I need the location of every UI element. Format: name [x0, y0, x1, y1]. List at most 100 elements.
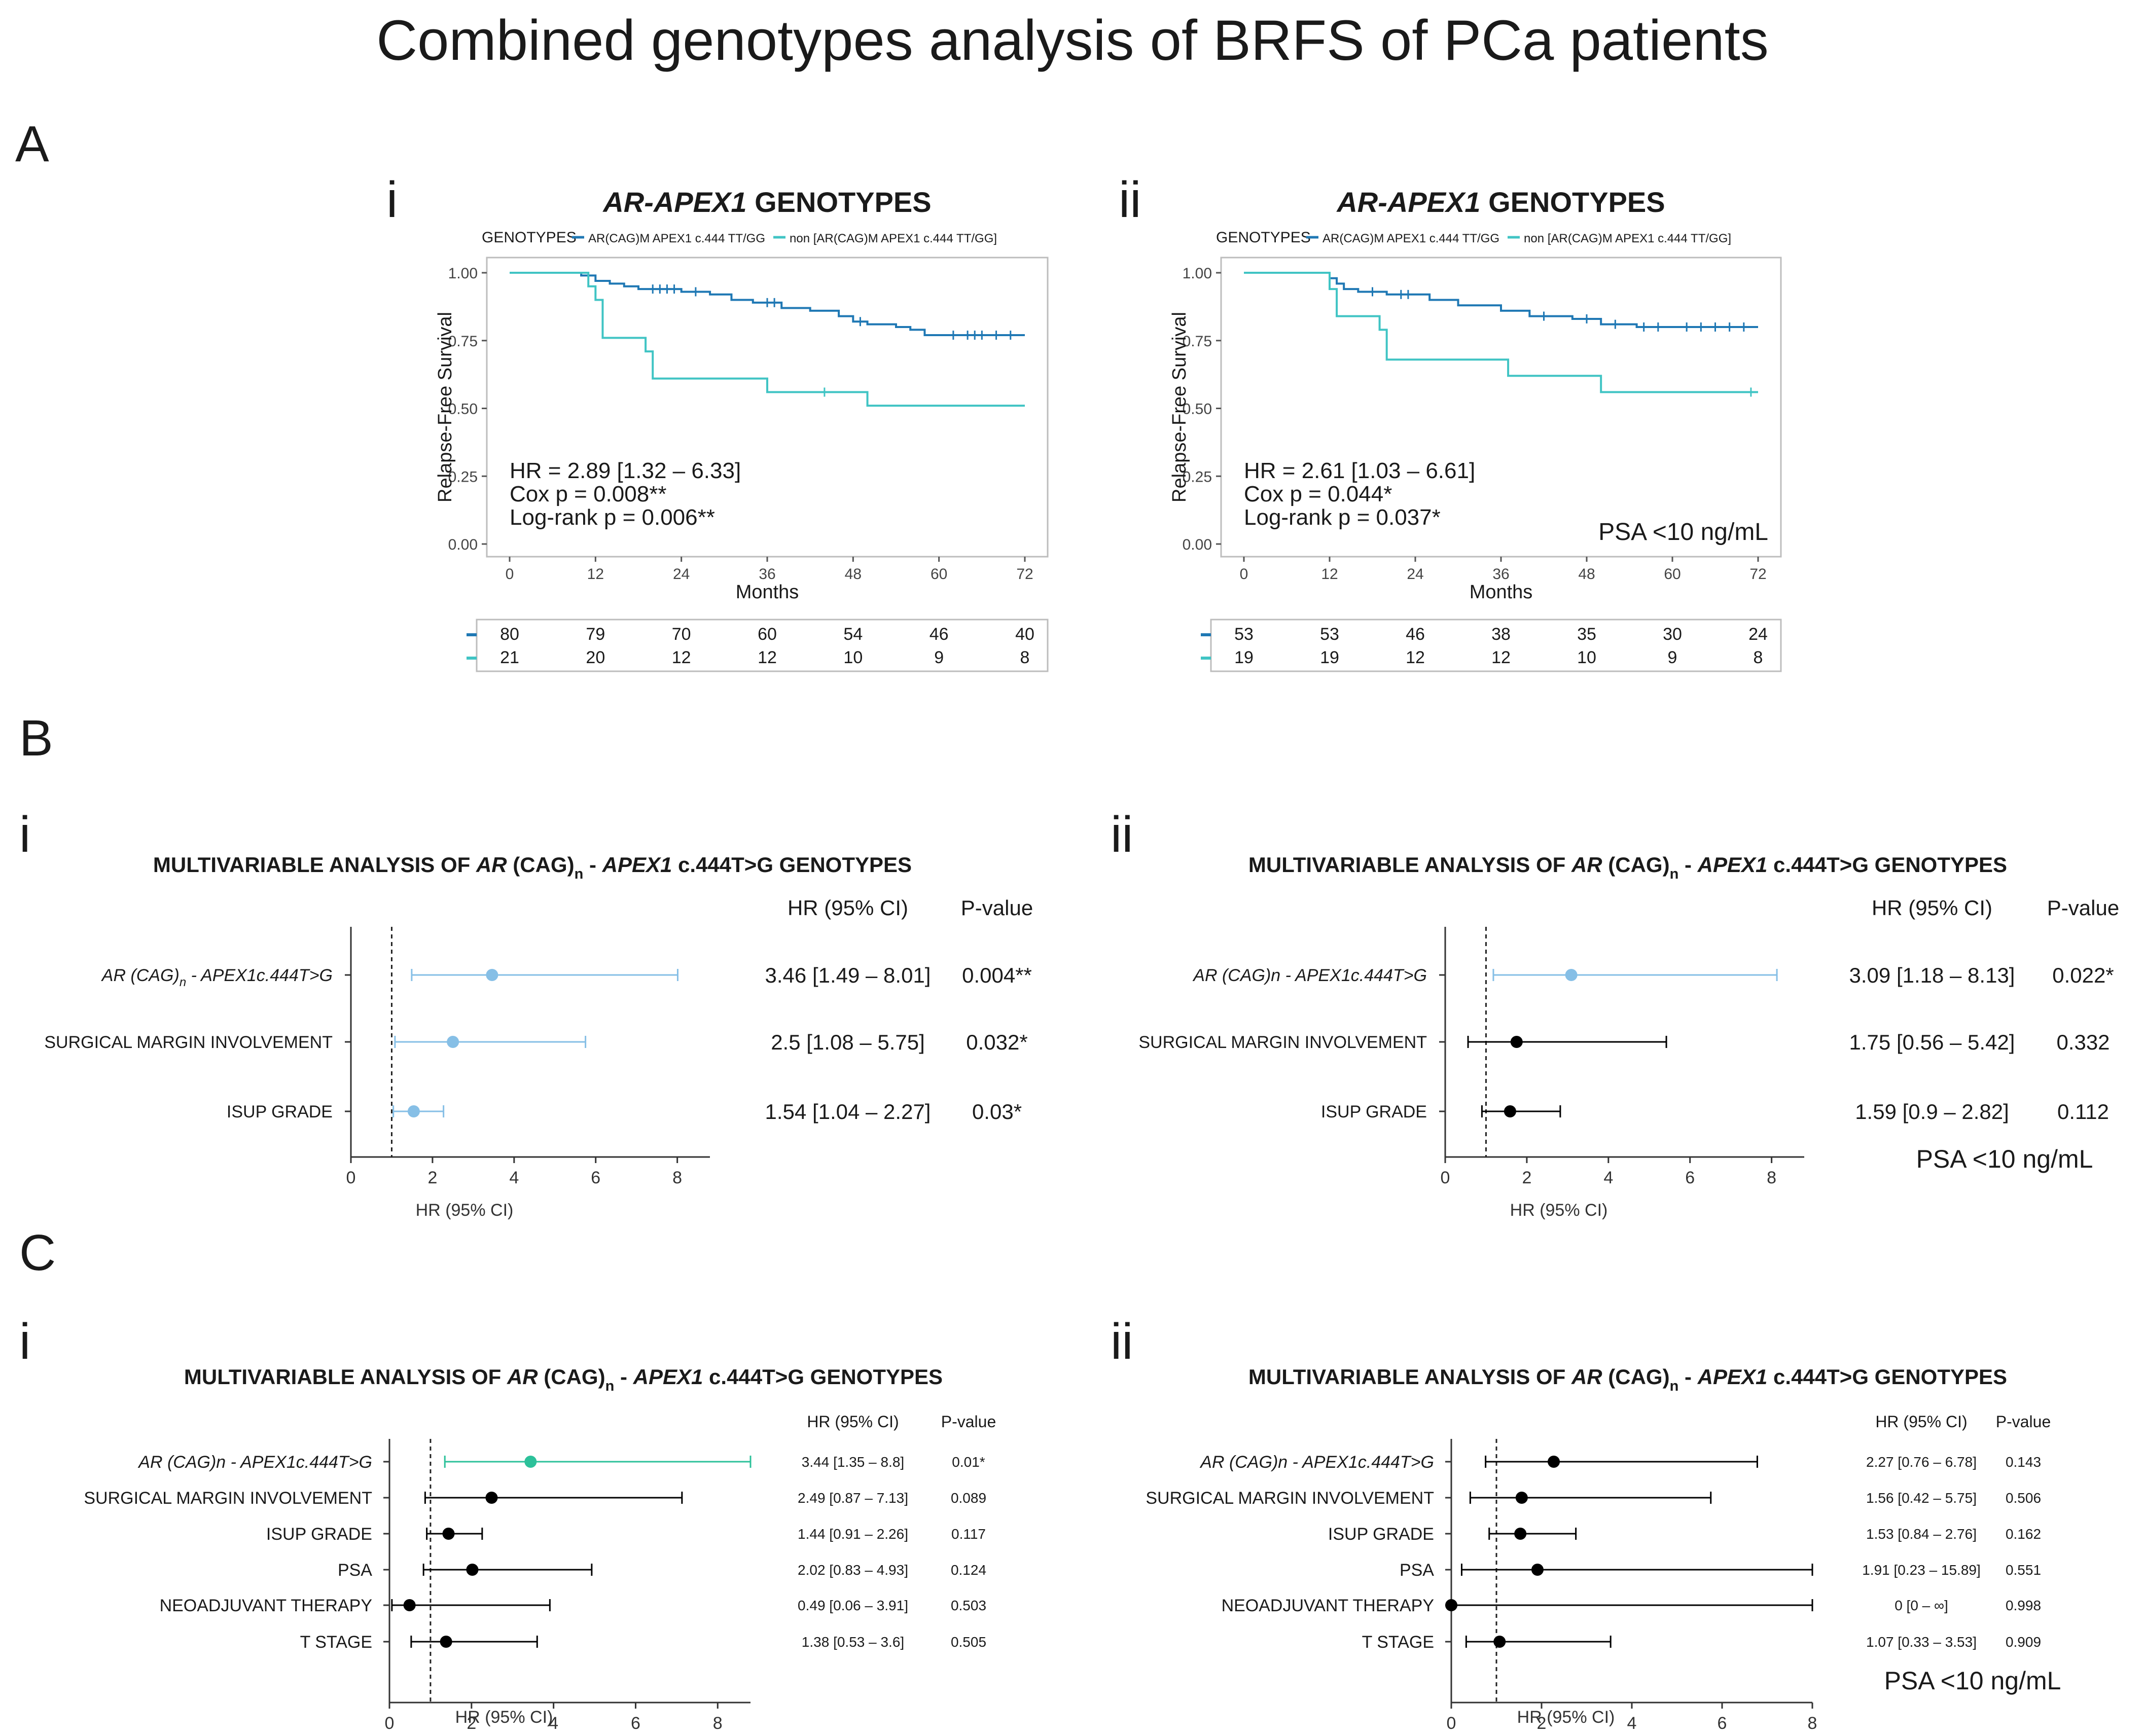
x-tick-label: 12 — [587, 566, 604, 583]
x-tick-label: 8 — [672, 1168, 682, 1187]
text-fragment: SURGICAL MARGIN INVOLVEMENT — [1146, 1489, 1434, 1508]
text-fragment: (CAG) — [126, 966, 180, 985]
p-value: 0.162 — [2006, 1526, 2041, 1542]
hr-ci-value: 3.44 [1.35 – 8.8] — [802, 1454, 904, 1470]
hr-ci-value: 2.49 [0.87 – 7.13] — [798, 1490, 908, 1506]
risk-table-count: 40 — [1015, 625, 1034, 644]
forest-plot-b-ii: MULTIVARIABLE ANALYSIS OF AR (CAG)n - AP… — [1138, 853, 2119, 1220]
panel-label-b-i: i — [19, 806, 30, 863]
x-tick-label: 60 — [1664, 566, 1681, 583]
y-tick-label: 0.50 — [1183, 401, 1212, 418]
p-value: 0.03* — [972, 1100, 1022, 1124]
text-fragment: (CAG) — [1602, 853, 1670, 877]
risk-table-count: 12 — [1406, 648, 1425, 667]
risk-table-count: 9 — [934, 648, 944, 667]
risk-table-count: 10 — [1577, 648, 1596, 667]
x-tick-label: 0 — [346, 1168, 356, 1187]
km-curve-non-genotype — [510, 272, 1025, 407]
text-fragment: n — [1670, 1378, 1679, 1394]
text-fragment: AR — [1571, 1365, 1602, 1389]
y-tick-label: 0.75 — [1183, 333, 1212, 350]
row-label: AR (CAG)n - APEX1c.444T>G — [1192, 966, 1427, 985]
text-fragment: c.444T>G GENOTYPES — [703, 1365, 943, 1389]
p-value: 0.112 — [2057, 1100, 2109, 1124]
row-label: ISUP GRADE — [227, 1102, 333, 1122]
p-value: 0.143 — [2006, 1454, 2041, 1470]
hr-ci-value: 1.07 [0.33 – 3.53] — [1866, 1634, 1977, 1650]
km-curve-genotype — [1244, 272, 1758, 328]
forest-title: MULTIVARIABLE ANALYSIS OF AR (CAG)n - AP… — [184, 1365, 943, 1394]
text-fragment: (CAG) — [1602, 1365, 1670, 1389]
x-tick-label: 36 — [759, 566, 775, 583]
forest-plot-c-i: MULTIVARIABLE ANALYSIS OF AR (CAG)n - AP… — [84, 1365, 996, 1733]
hr-ci-value: 1.44 [0.91 – 2.26] — [798, 1526, 908, 1542]
stats-line: Cox p = 0.008** — [510, 482, 666, 507]
x-tick-label: 6 — [1685, 1168, 1695, 1187]
x-tick-label: 2 — [1522, 1168, 1531, 1187]
risk-table-count: 20 — [586, 648, 605, 667]
panel-label-b-ii: ii — [1111, 806, 1133, 863]
y-tick-label: 0.25 — [1183, 468, 1212, 485]
p-value: 0.124 — [951, 1562, 986, 1578]
risk-table-count: 46 — [930, 625, 949, 644]
x-axis-label: Months — [1470, 582, 1533, 603]
x-tick-label: 4 — [549, 1714, 558, 1733]
risk-table-count: 30 — [1663, 625, 1682, 644]
text-fragment: ISUP GRADE — [227, 1102, 333, 1122]
x-tick-label: 24 — [1407, 566, 1423, 583]
hr-point — [1493, 1636, 1506, 1648]
x-axis-label: HR (95% CI) — [455, 1708, 553, 1727]
risk-table-count: 12 — [1491, 648, 1511, 667]
hr-point — [1515, 1492, 1528, 1504]
x-tick-label: 0 — [1240, 566, 1248, 583]
text-fragment: - — [583, 853, 602, 877]
text-fragment: - APEX1 — [186, 966, 257, 985]
x-tick-label: 48 — [845, 566, 862, 583]
hr-point — [1548, 1456, 1560, 1468]
text-fragment: APEX1 — [1697, 853, 1768, 877]
y-tick-label: 0.25 — [448, 468, 478, 485]
p-value: 0.505 — [951, 1634, 986, 1650]
row-label: ISUP GRADE — [266, 1525, 372, 1544]
hr-ci-value: 1.59 [0.9 – 2.82] — [1855, 1100, 2009, 1124]
hr-ci-value: 2.02 [0.83 – 4.93] — [798, 1562, 908, 1578]
text-fragment: NEOADJUVANT THERAPY — [1222, 1596, 1434, 1615]
text-fragment: - — [1678, 1365, 1697, 1389]
km-curve-non-genotype — [1244, 272, 1758, 393]
x-tick-label: 4 — [509, 1168, 519, 1187]
p-value: 0.032* — [966, 1030, 1027, 1054]
y-tick-label: 0.00 — [1183, 536, 1212, 553]
hr-ci-value: 0.49 [0.06 – 3.91] — [798, 1598, 908, 1613]
legend-entry: AR(CAG)M APEX1 c.444 TT/GG — [1322, 232, 1499, 245]
text-fragment: SURGICAL MARGIN INVOLVEMENT — [84, 1489, 372, 1508]
stats-line: Log-rank p = 0.006** — [510, 505, 715, 530]
column-header-pvalue: P-value — [1996, 1413, 2051, 1431]
stats-line: Cox p = 0.044* — [1244, 482, 1392, 507]
y-tick-label: 0.50 — [448, 401, 478, 418]
text-fragment: GENOTYPES — [1481, 186, 1665, 218]
x-axis-label: HR (95% CI) — [1510, 1201, 1608, 1220]
column-header-pvalue: P-value — [941, 1413, 996, 1431]
km-curve-genotype — [510, 272, 1025, 337]
row-label: ISUP GRADE — [1328, 1525, 1434, 1544]
x-tick-label: 4 — [1603, 1168, 1613, 1187]
text-fragment: c.444T>G — [257, 966, 333, 985]
risk-table-count: 53 — [1320, 625, 1339, 644]
column-header-hr: HR (95% CI) — [807, 1413, 899, 1431]
legend-title: GENOTYPES — [482, 229, 577, 246]
risk-table-count: 60 — [758, 625, 777, 644]
x-axis-label: HR (95% CI) — [416, 1201, 514, 1220]
text-fragment: MULTIVARIABLE ANALYSIS OF — [1248, 1365, 1571, 1389]
hr-point — [485, 1492, 498, 1504]
panel-label-a-ii: ii — [1119, 171, 1141, 228]
text-fragment: SURGICAL MARGIN INVOLVEMENT — [1138, 1033, 1427, 1052]
text-fragment: n — [575, 866, 584, 882]
p-value: 0.332 — [2056, 1030, 2110, 1054]
risk-table-count: 21 — [500, 648, 519, 667]
legend-title: GENOTYPES — [1216, 229, 1311, 246]
p-value: 0.909 — [2006, 1634, 2041, 1650]
hr-ci-value: 1.56 [0.42 – 5.75] — [1866, 1490, 1977, 1506]
figure-title: Combined genotypes analysis of BRFS of P… — [376, 9, 1768, 72]
text-fragment: PSA — [1400, 1561, 1434, 1580]
